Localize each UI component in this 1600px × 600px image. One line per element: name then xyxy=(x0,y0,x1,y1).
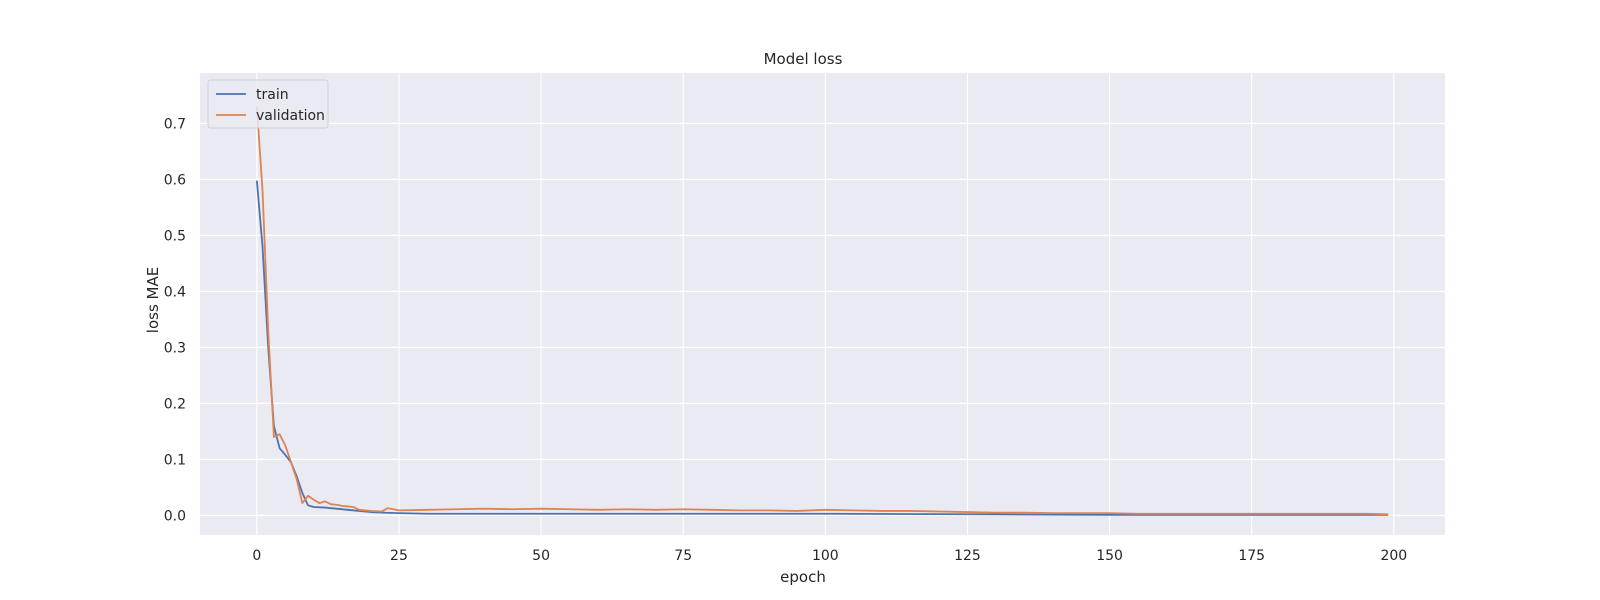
series-line-validation xyxy=(255,106,1389,516)
legend: train validation xyxy=(207,79,329,129)
x-tick-label: 50 xyxy=(532,548,550,564)
x-tick-label: 25 xyxy=(390,548,408,564)
y-tick-label: 0.7 xyxy=(164,116,186,132)
y-tick-label: 0.1 xyxy=(164,452,186,468)
y-tick-label: 0.0 xyxy=(164,508,186,524)
x-tick-label: 125 xyxy=(954,548,981,564)
legend-box xyxy=(207,79,329,129)
x-tick-label: 175 xyxy=(1238,548,1265,564)
y-tick-label: 0.6 xyxy=(164,172,186,188)
x-axis-label: epoch xyxy=(780,568,826,586)
plot-background xyxy=(200,73,1445,535)
x-tick-label: 75 xyxy=(674,548,692,564)
y-tick-label: 0.4 xyxy=(164,284,186,300)
x-tick-label: 0 xyxy=(252,548,261,564)
y-tick-label: 0.5 xyxy=(164,228,186,244)
x-tick-label: 200 xyxy=(1380,548,1407,564)
series-line-train xyxy=(255,180,1389,516)
tick-labels: 0 25 50 75 100 125 150 175 200 0.0 0.1 0.2 0.3 0.4 0.5… xyxy=(164,116,1407,564)
y-tick-label: 0.3 xyxy=(164,340,186,356)
x-tick-label: 100 xyxy=(812,548,839,564)
y-axis-label: loss MAE xyxy=(144,267,162,333)
series-layer xyxy=(255,106,1389,516)
x-tick-label: 150 xyxy=(1096,548,1123,564)
chart-title: Model loss xyxy=(764,50,843,68)
legend-label-validation: validation xyxy=(256,108,325,124)
y-tick-label: 0.2 xyxy=(164,396,186,412)
legend-label-train: train xyxy=(256,87,289,103)
